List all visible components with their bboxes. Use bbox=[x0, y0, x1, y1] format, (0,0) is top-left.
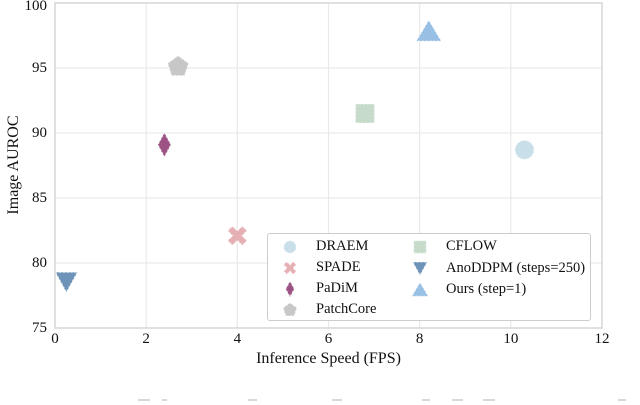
patchcore-pentagon-icon bbox=[282, 301, 298, 317]
data-point-patchcore bbox=[166, 54, 190, 77]
legend-label: PaDiM bbox=[316, 280, 358, 296]
y-tick-label: 75 bbox=[32, 320, 47, 336]
legend-label: DRAEM bbox=[316, 238, 369, 254]
legend-item-draem: DRAEM bbox=[280, 236, 410, 257]
x-tick-label: 4 bbox=[233, 331, 242, 347]
y-tick-label: 100 bbox=[24, 0, 48, 14]
y-tick-label: 85 bbox=[32, 190, 47, 206]
legend-label: SPADE bbox=[316, 259, 361, 275]
data-point-draem bbox=[514, 139, 535, 161]
data-point-anoddpm-steps-250 bbox=[54, 271, 79, 294]
legend-label: Ours (step=1) bbox=[446, 281, 527, 298]
legend-item-patchcore: PatchCore bbox=[280, 299, 410, 320]
legend-item-ours: Ours (step=1) bbox=[410, 279, 585, 301]
legend-label: AnoDDPM (steps=250) bbox=[446, 259, 586, 276]
spade-x-icon bbox=[282, 260, 298, 275]
cflow-square-icon bbox=[413, 239, 427, 254]
data-point-spade bbox=[226, 225, 248, 247]
x-tick-label: 10 bbox=[503, 331, 519, 347]
data-point-cflow bbox=[354, 103, 376, 124]
legend-label: CFLOW bbox=[446, 238, 497, 255]
x-tick-label: 6 bbox=[324, 331, 333, 347]
y-tick-label: 95 bbox=[32, 60, 47, 76]
ours-triangle-up-icon bbox=[410, 280, 430, 297]
legend-column-1: DRAEM SPADE PaDiM PatchCore bbox=[280, 236, 410, 320]
legend-item-padim: PaDiM bbox=[280, 278, 410, 299]
x-tick-label: 0 bbox=[51, 331, 59, 347]
draem-circle-icon bbox=[283, 239, 297, 254]
legend: DRAEM SPADE PaDiM PatchCore CFLOW A bbox=[267, 233, 591, 321]
y-axis-label: Image AUROC bbox=[5, 115, 22, 215]
x-tick-label: 2 bbox=[142, 331, 150, 347]
legend-item-spade: SPADE bbox=[280, 257, 410, 278]
x-tick-label: 12 bbox=[594, 331, 610, 347]
x-tick-label: 8 bbox=[415, 331, 424, 347]
legend-column-2: CFLOW AnoDDPM (steps=250) Ours (step=1) bbox=[410, 236, 585, 320]
x-axis-label: Inference Speed (FPS) bbox=[256, 350, 401, 367]
legend-label: PatchCore bbox=[316, 301, 377, 317]
legend-item-cflow: CFLOW bbox=[410, 236, 585, 258]
data-point-ours-step-1 bbox=[415, 18, 443, 42]
data-point-padim bbox=[157, 131, 172, 159]
y-tick-label: 80 bbox=[32, 255, 47, 271]
y-tick-label: 90 bbox=[32, 125, 47, 141]
legend-item-anoddpm: AnoDDPM (steps=250) bbox=[410, 258, 585, 280]
anoddpm-triangle-down-icon bbox=[411, 261, 429, 277]
padim-diamond-icon bbox=[284, 279, 296, 298]
